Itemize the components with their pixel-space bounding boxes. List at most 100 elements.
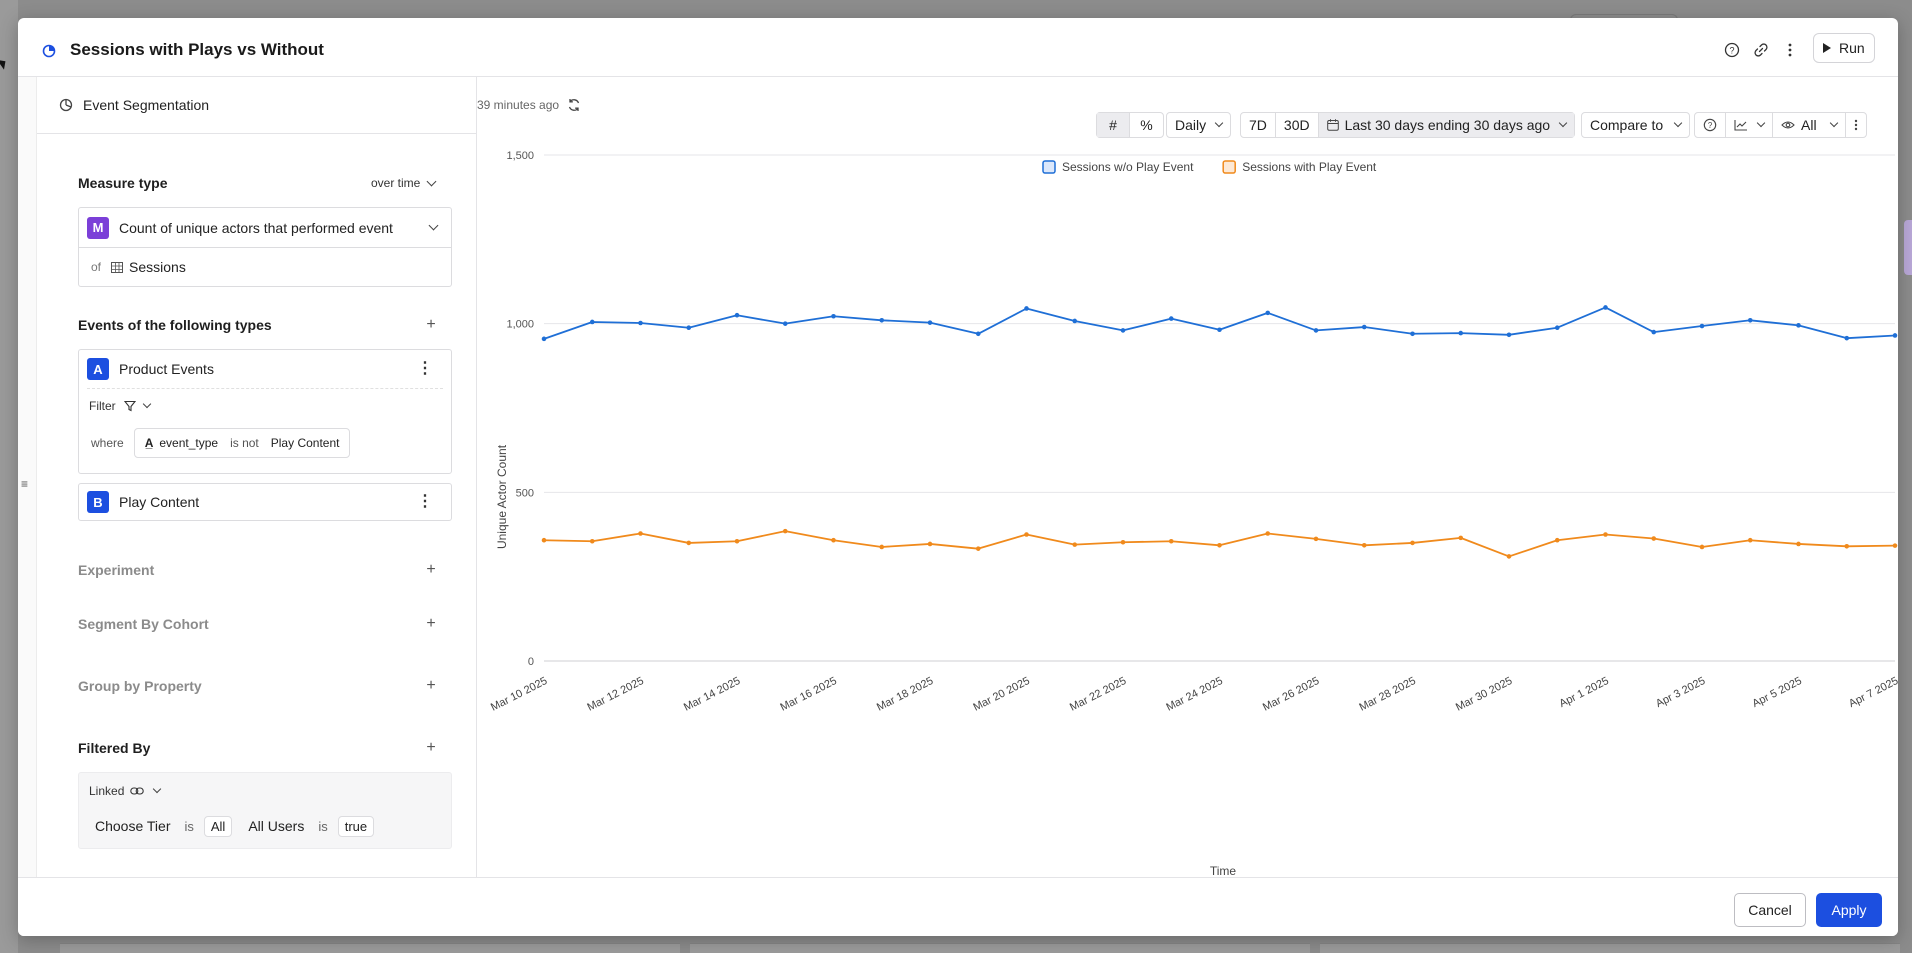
interval-label: Daily: [1175, 117, 1207, 133]
chart-editor-modal: Sessions with Plays vs Without ? Run ≡ E…: [18, 18, 1898, 936]
count-mode-icon[interactable]: #: [1097, 113, 1130, 137]
users-label: All Users: [248, 818, 305, 834]
range-30d-button[interactable]: 30D: [1276, 113, 1319, 137]
data-point: [1024, 532, 1029, 537]
link-icon[interactable]: [1751, 40, 1771, 60]
data-point: [686, 540, 692, 546]
data-point: [1603, 305, 1608, 310]
x-tick-label: Apr 3 2025: [1654, 675, 1707, 710]
condition-chip[interactable]: A̲ event_type is not Play Content: [133, 428, 351, 458]
data-point: [1120, 328, 1126, 333]
data-point: [734, 312, 740, 318]
chart-type-selector[interactable]: [1726, 113, 1773, 137]
modal-header: Sessions with Plays vs Without ? Run: [18, 18, 1898, 77]
eye-icon: [1781, 121, 1795, 129]
last-updated-label: 39 minutes ago: [477, 98, 560, 112]
data-point: [1458, 330, 1464, 336]
apply-button[interactable]: Apply: [1816, 893, 1882, 927]
range-7d-button[interactable]: 7D: [1241, 113, 1276, 137]
data-point: [1217, 327, 1222, 333]
add-event-icon[interactable]: +: [426, 316, 436, 333]
of-label: of: [91, 260, 102, 274]
data-point: [1651, 536, 1657, 541]
compare-dropdown[interactable]: Compare to: [1581, 112, 1691, 138]
x-tick-label: Mar 16 2025: [778, 675, 838, 714]
linked-toggle[interactable]: Linked: [79, 773, 451, 809]
x-axis-ticks: Mar 10 2025 Mar 12 2025 Mar 14 2025 Mar 16 …: [489, 675, 1898, 714]
chevron-down-icon: [1673, 118, 1683, 128]
filter-label: Filter: [89, 399, 116, 413]
filtered-by-box: Linked Choose Tier is All All Users is t…: [78, 772, 452, 849]
event-a-filter-toggle[interactable]: Filter: [79, 389, 451, 423]
custom-range-selector[interactable]: Last 30 days ending 30 days ago: [1318, 113, 1575, 137]
metric-label: Count of unique actors that performed ev…: [119, 219, 393, 236]
tier-value-chip[interactable]: All: [203, 815, 233, 837]
cancel-button[interactable]: Cancel: [1734, 893, 1806, 927]
data-point: [782, 528, 788, 534]
add-experiment-icon[interactable]: +: [426, 561, 436, 578]
more-options-icon[interactable]: [1780, 40, 1800, 60]
event-b-header[interactable]: B Play Content ⋮: [79, 484, 451, 520]
segment-by-cohort-title[interactable]: Segment By Cohort: [78, 616, 209, 632]
experiment-title[interactable]: Experiment: [78, 562, 155, 578]
interval-dropdown[interactable]: Daily: [1166, 112, 1232, 138]
data-point: [1892, 543, 1898, 548]
percent-mode-icon[interactable]: %: [1140, 117, 1153, 133]
table-icon: [111, 261, 124, 273]
data-point: [1410, 540, 1415, 546]
modal-footer: Cancel Apply: [18, 877, 1898, 936]
event-a-menu-icon[interactable]: ⋮: [417, 360, 433, 377]
group-by-property-title[interactable]: Group by Property: [78, 678, 202, 694]
help-icon[interactable]: ?: [1722, 40, 1742, 60]
compare-selector[interactable]: Compare to: [1582, 113, 1689, 137]
data-point: [1747, 537, 1753, 543]
x-tick-label: Mar 24 2025: [1164, 675, 1224, 714]
event-a-header[interactable]: A Product Events ⋮: [79, 350, 451, 388]
link-icon: [130, 787, 145, 795]
segmentation-icon: [59, 98, 73, 112]
data-point: [1410, 331, 1415, 337]
data-point: [638, 320, 643, 326]
series-2: [541, 528, 1898, 559]
data-point: [1313, 536, 1319, 542]
add-group-icon[interactable]: +: [426, 677, 436, 694]
filter-icon: [123, 400, 136, 412]
users-value-chip[interactable]: true: [337, 815, 375, 837]
run-button[interactable]: Run: [1813, 33, 1875, 63]
y-tick-label: 1,500: [506, 150, 534, 162]
chart-more-icon[interactable]: [1846, 113, 1866, 137]
data-point: [541, 537, 547, 543]
string-type-icon: A̲: [144, 436, 154, 450]
visibility-selector[interactable]: All: [1773, 113, 1846, 137]
chart-title[interactable]: Sessions with Plays vs Without: [70, 40, 324, 59]
interval-selector[interactable]: Daily: [1167, 113, 1230, 137]
entity-selector[interactable]: of Sessions: [79, 248, 451, 286]
event-b-badge: B: [87, 491, 109, 513]
data-point: [1699, 323, 1705, 329]
add-cohort-icon[interactable]: +: [426, 615, 436, 632]
condition-value: Play Content: [270, 436, 340, 450]
events-title: Events of the following types: [78, 317, 272, 333]
chevron-down-icon: [153, 784, 162, 794]
y-axis-ticks: 0 500 1,000 1,500: [506, 150, 534, 668]
data-point: [1072, 542, 1078, 547]
refresh-status: 39 minutes ago: [477, 98, 581, 112]
data-point: [1747, 317, 1753, 323]
add-filter-icon[interactable]: +: [426, 739, 436, 756]
data-point: [927, 541, 933, 547]
event-b-menu-icon[interactable]: ⋮: [417, 493, 433, 510]
data-point: [1168, 538, 1174, 544]
x-axis-label: Time: [1210, 864, 1237, 878]
data-point: [541, 336, 547, 342]
background-accent: [1904, 220, 1912, 275]
data-point: [1892, 333, 1898, 338]
data-point: [831, 537, 836, 543]
metric-selector[interactable]: M Count of unique actors that performed …: [79, 208, 451, 248]
refresh-icon[interactable]: [567, 98, 581, 112]
data-point: [589, 538, 595, 544]
list-toggle-icon[interactable]: ≡: [21, 477, 29, 491]
measure-mode-dropdown[interactable]: over time: [371, 176, 437, 190]
chart-help-icon[interactable]: ?: [1695, 113, 1726, 137]
x-tick-label: Mar 18 2025: [875, 675, 935, 714]
data-point: [638, 531, 643, 536]
